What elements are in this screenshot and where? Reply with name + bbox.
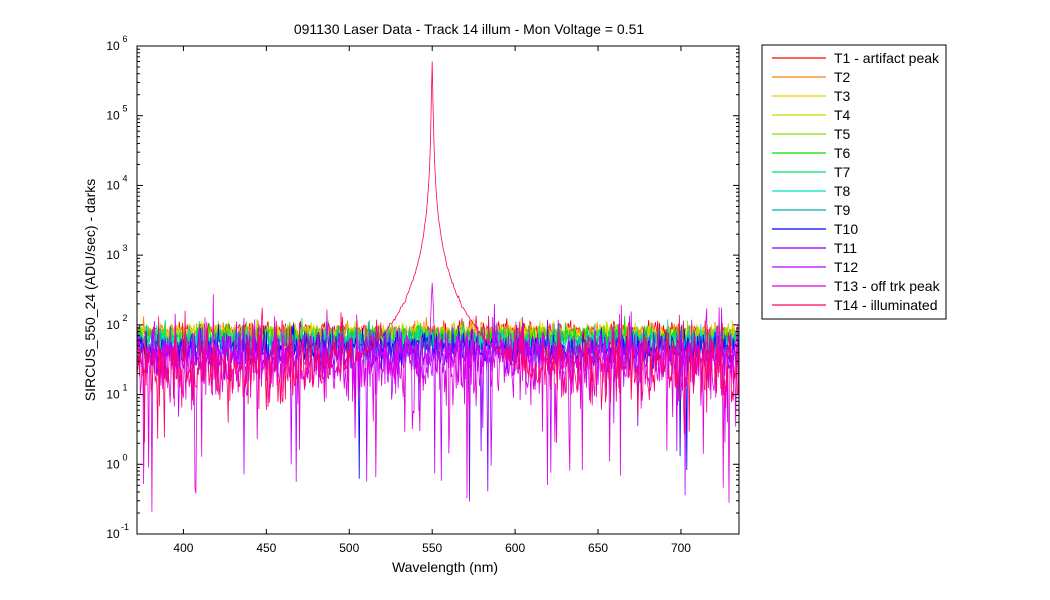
y-tick-exponent: 2 [122,313,127,323]
legend: T1 - artifact peak T2 T3 T4 T5 T6 T7 T8 T9 T10 T11… [761,44,947,320]
legend-label: T14 - illuminated [834,297,938,313]
legend-label: T11 [834,240,857,256]
legend-label: T10 [834,221,858,237]
y-tick-exponent: 3 [122,243,127,253]
y-tick-label: 10 [106,178,120,192]
chart-title: 091130 Laser Data - Track 14 illum - Mon… [294,21,645,37]
series-layer [136,61,740,512]
y-tick-exponent: 0 [122,452,127,462]
legend-label: T1 - artifact peak [834,50,940,66]
x-axis: 400 450 500 550 600 650 700 [173,46,691,555]
series-line-13 [136,282,740,512]
y-tick-exponent: 1 [122,383,127,393]
axes-border [136,45,740,535]
legend-label: T4 [834,107,851,123]
legend-label: T12 [834,259,858,275]
x-tick-label: 650 [588,541,608,555]
y-tick-exponent: 4 [122,173,127,183]
y-tick-label: 10 [106,527,120,541]
y-tick-label: 10 [106,318,120,332]
legend-label: T2 [834,69,851,85]
x-tick-label: 400 [173,541,193,555]
y-axis-label: SIRCUS_550_24 (ADU/sec) - darks [82,179,98,402]
y-tick-label: 10 [106,388,120,402]
legend-label: T3 [834,88,851,104]
y-tick-label: 10 [106,457,120,471]
y-tick-label: 10 [106,39,120,53]
y-tick-exponent: 5 [122,104,127,114]
x-tick-label: 700 [671,541,691,555]
legend-label: T9 [834,202,851,218]
legend-label: T6 [834,145,851,161]
x-tick-label: 450 [256,541,276,555]
series-line-14 [136,61,740,443]
x-tick-label: 500 [339,541,359,555]
x-axis-label: Wavelength (nm) [392,559,498,575]
legend-label: T8 [834,183,851,199]
legend-label: T13 - off trk peak [834,278,941,294]
legend-label: T7 [834,164,851,180]
y-tick-label: 10 [106,109,120,123]
y-tick-exponent: -1 [121,522,129,532]
legend-label: T5 [834,126,851,142]
axes-background [137,46,739,534]
x-tick-label: 550 [422,541,442,555]
legend-box [761,44,947,320]
y-tick-exponent: 6 [122,34,127,44]
y-tick-label: 10 [106,248,120,262]
x-tick-label: 600 [505,541,525,555]
